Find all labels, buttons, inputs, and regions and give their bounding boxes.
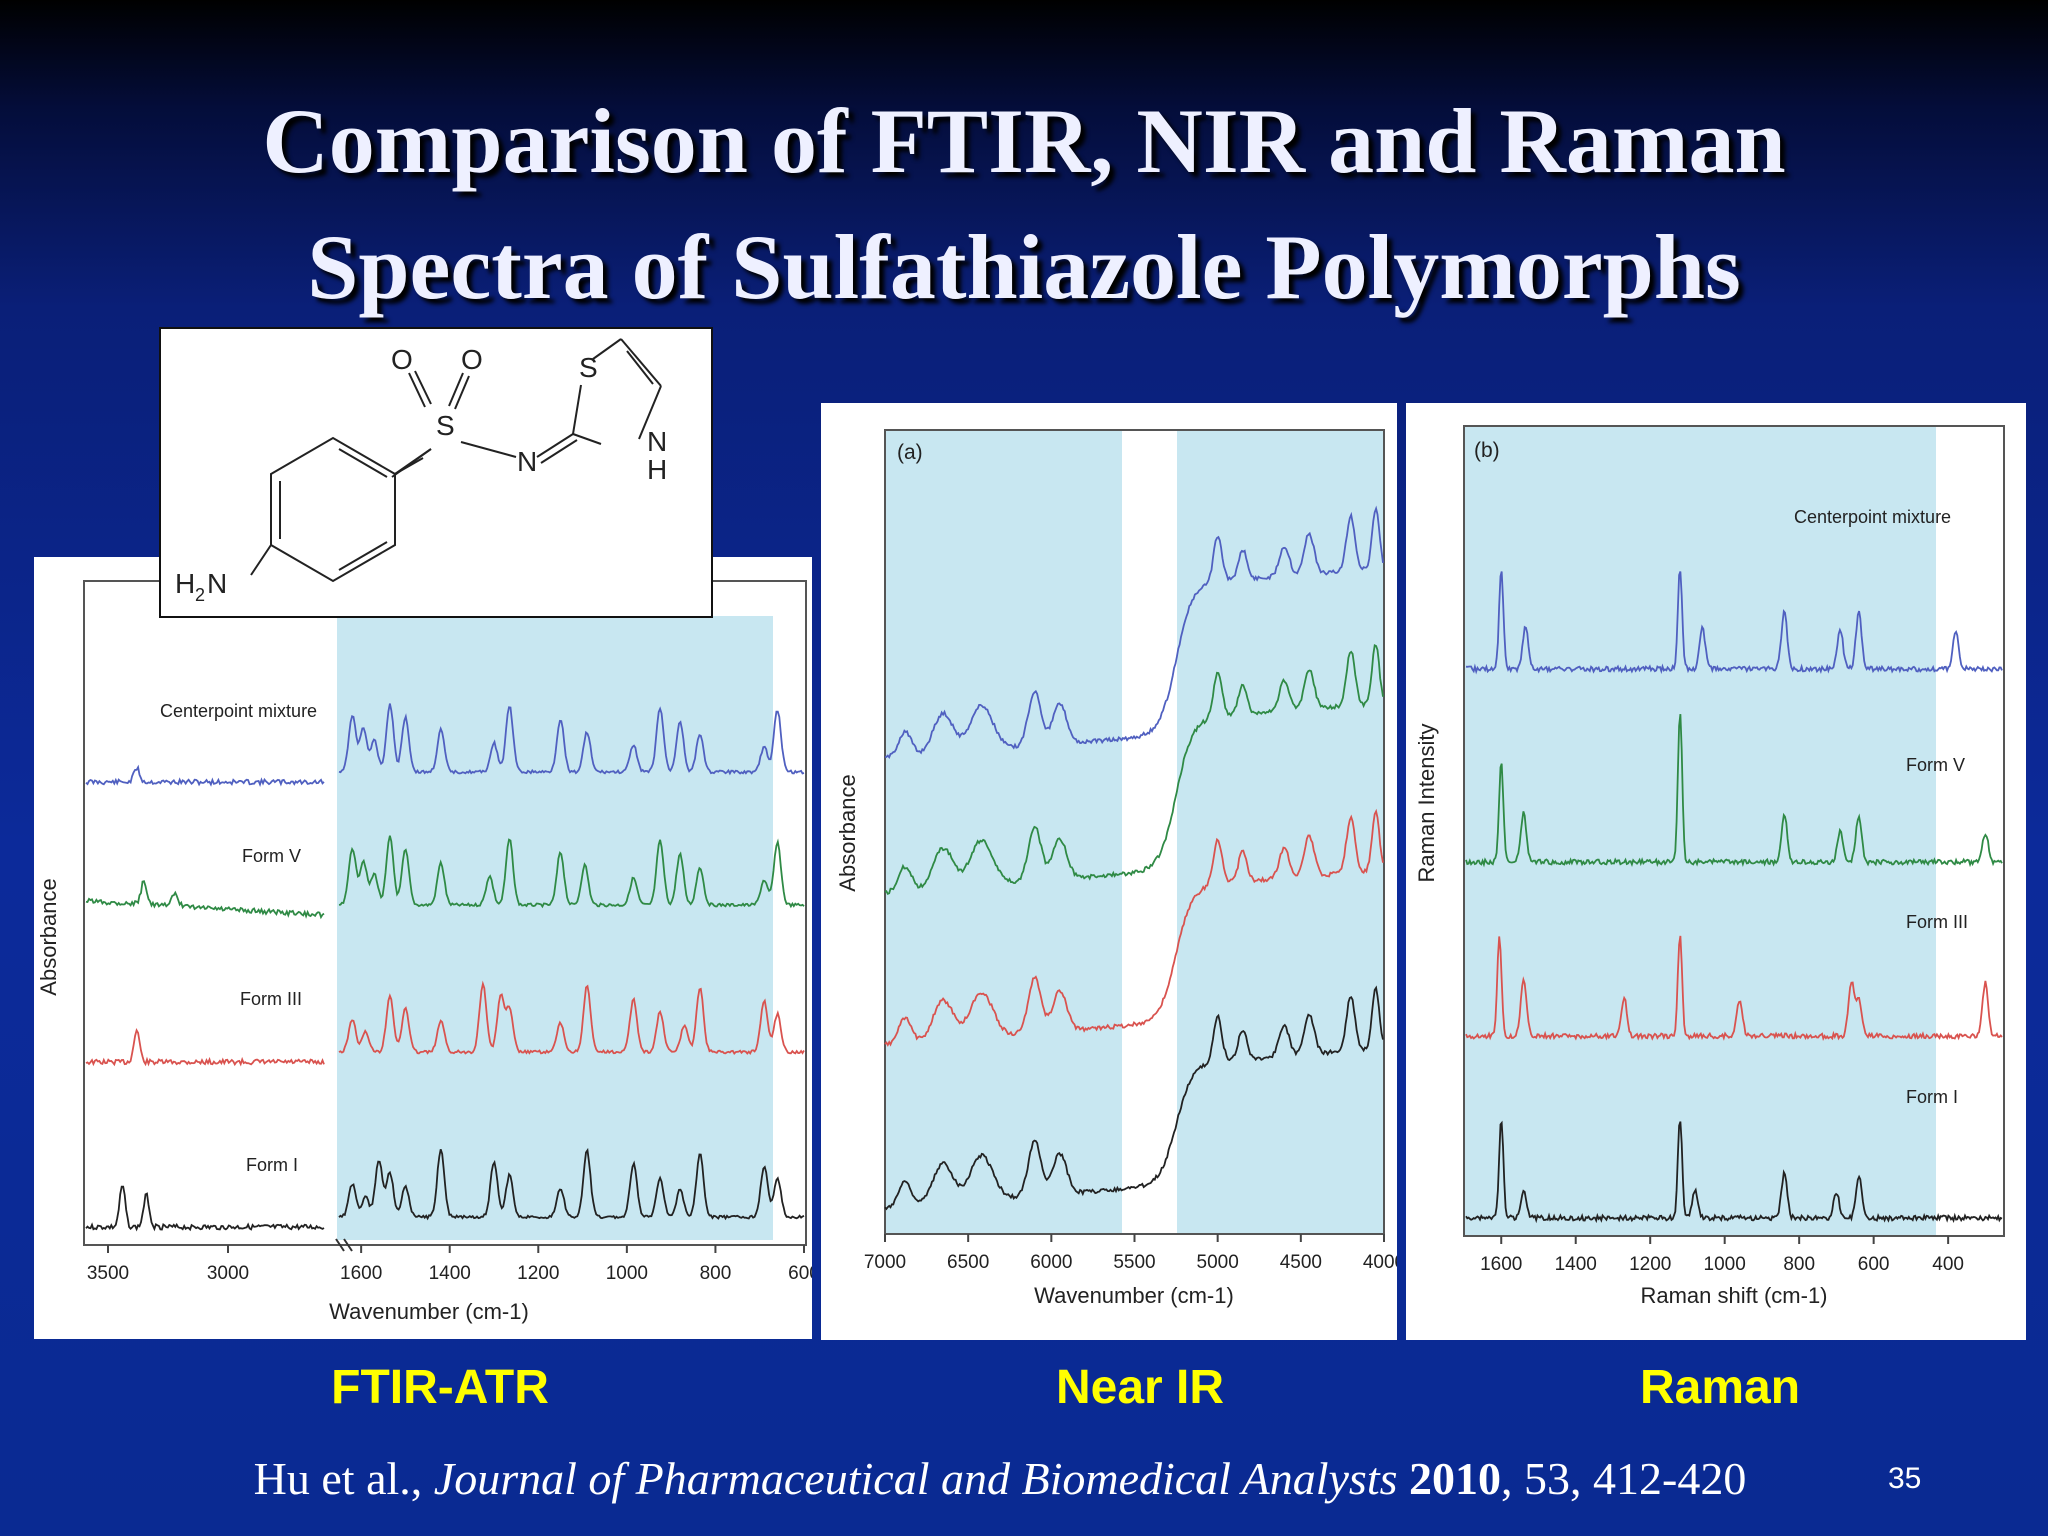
- raman-series-line-form-i: [1465, 1120, 2003, 1224]
- nir-tick-label-6500: 6500: [947, 1252, 989, 1273]
- raman-series-label-form-i: Form I: [1906, 1087, 1958, 1107]
- ftir-series-line-form-i-high: [85, 1185, 325, 1232]
- raman-tick-label-800: 800: [1783, 1254, 1815, 1275]
- atom-s-ring: S: [579, 352, 598, 383]
- citation-year: 2010: [1409, 1453, 1502, 1504]
- raman-tick-label-600: 600: [1858, 1254, 1890, 1275]
- nir-tick-label-4500: 4500: [1280, 1252, 1322, 1273]
- atom-h-amine: H: [175, 568, 195, 599]
- ftir-xlabel: Wavenumber (cm-1): [329, 1299, 529, 1324]
- raman-plot-frame: [1463, 425, 2005, 1237]
- citation-authors: Hu et al.,: [253, 1453, 423, 1504]
- raman-series-line-form-v: [1465, 714, 2003, 868]
- ftir-series-label-form-i: Form I: [246, 1155, 298, 1175]
- ftir-tick-label-800: 800: [700, 1263, 732, 1284]
- ftir-tick-label-1200: 1200: [517, 1263, 559, 1284]
- nir-highlight-region-1: [885, 430, 1122, 1234]
- nir-series-line-form-i: [884, 985, 1384, 1211]
- structure-drawing: O O S N S N H H 2 N: [175, 338, 667, 605]
- slide-title-line1: Comparison of FTIR, NIR and Raman: [262, 90, 1786, 192]
- atom-n-ring: N: [647, 426, 667, 457]
- ftir-series-line-form-v-high: [85, 880, 325, 920]
- nir-tick-label-4000: 4000: [1363, 1252, 1397, 1273]
- nir-tick-label-6000: 6000: [1030, 1252, 1072, 1273]
- ftir-chart-panel: 3500 3000 1600 1400 1200 1000 800 600 Absorbanc…: [34, 557, 812, 1339]
- raman-panel-label: (b): [1474, 439, 1500, 462]
- ftir-series-line-centerpoint-mixture-low: [338, 703, 805, 776]
- raman-series-label-form-v: Form V: [1906, 755, 1965, 775]
- ftir-highlight-region: [337, 616, 773, 1240]
- ftir-axis-break: [335, 1238, 353, 1252]
- raman-label: Raman: [1639, 1361, 1801, 1414]
- raman-tick-label-1600: 1600: [1480, 1254, 1522, 1275]
- ftir-series-line-form-i-low: [338, 1147, 805, 1221]
- ftir-tick-label-1000: 1000: [606, 1263, 648, 1284]
- ftir-tick-label-3000: 3000: [207, 1263, 249, 1284]
- atom-o-left: O: [391, 344, 413, 375]
- ftir-ylabel: Absorbance: [36, 878, 61, 995]
- nir-highlight-region-2: [1177, 430, 1384, 1234]
- atom-amine-subscript: 2: [195, 585, 205, 605]
- page-number: 35: [1888, 1462, 1922, 1495]
- nir-chart-panel: 7000 6500 6000 5500 5000 4500 4000 (a) Absorba…: [821, 403, 1397, 1340]
- ftir-tick-label-1600: 1600: [340, 1263, 382, 1284]
- raman-series-label-form-iii: Form III: [1906, 912, 1968, 932]
- ftir-tick-label-1400: 1400: [429, 1263, 471, 1284]
- ftir-series-line-form-iii-low: [338, 980, 805, 1056]
- nir-chart: 7000 6500 6000 5500 5000 4500 4000 (a) Absorba…: [835, 429, 1397, 1308]
- raman-tick-label-1200: 1200: [1629, 1254, 1671, 1275]
- ftir-atr-label: FTIR-ATR: [331, 1361, 549, 1414]
- sulfathiazole-structure: O O S N S N H H 2 N: [159, 327, 713, 618]
- ftir-series-label-form-v: Form V: [242, 846, 301, 866]
- citation-volume-pages: , 53, 412-420: [1501, 1453, 1747, 1504]
- nir-xlabel: Wavenumber (cm-1): [1034, 1283, 1234, 1308]
- ftir-series-line-form-iii-high: [85, 1027, 325, 1067]
- citation: Hu et al., Journal of Pharmaceutical and…: [240, 1452, 1760, 1505]
- ftir-tick-label-3500: 3500: [87, 1263, 129, 1284]
- near-ir-label: Near IR: [1055, 1361, 1225, 1414]
- ftir-series-line-centerpoint-mixture-high: [85, 764, 325, 788]
- atom-o-right: O: [461, 344, 483, 375]
- raman-highlight-region: [1464, 426, 1936, 1236]
- raman-series-label-centerpoint: Centerpoint mixture: [1794, 507, 1951, 527]
- nir-panel-label: (a): [897, 441, 923, 464]
- raman-series-line-centerpoint-mixture: [1465, 571, 2003, 675]
- nir-tick-label-5500: 5500: [1113, 1252, 1155, 1273]
- ftir-series-label-form-iii: Form III: [240, 989, 302, 1009]
- raman-tick-label-400: 400: [1932, 1254, 1964, 1275]
- slide-title-line2: Spectra of Sulfathiazole Polymorphs: [307, 216, 1741, 318]
- ftir-tick-label-600: 600: [788, 1263, 812, 1284]
- ftir-chart: 3500 3000 1600 1400 1200 1000 800 600 Absorbanc…: [36, 580, 812, 1324]
- nir-series-line-form-v: [884, 643, 1384, 895]
- raman-chart-panel: 1600 1400 1200 1000 800 600 400 (b) Raman Inte…: [1406, 403, 2026, 1340]
- atom-n-imine: N: [517, 446, 537, 477]
- ftir-series-label-centerpoint: Centerpoint mixture: [160, 701, 317, 721]
- nir-ylabel: Absorbance: [835, 774, 860, 891]
- raman-series-line-form-iii: [1465, 935, 2003, 1042]
- structure-bonds: [250, 338, 662, 583]
- slide-title: Comparison of FTIR, NIR and Raman Spectr…: [0, 78, 2048, 330]
- nir-series-line-centerpoint-mixture: [884, 505, 1384, 760]
- atom-h-ring: H: [647, 454, 667, 485]
- raman-tick-label-1000: 1000: [1704, 1254, 1746, 1275]
- nir-tick-label-7000: 7000: [864, 1252, 906, 1273]
- raman-xlabel: Raman shift (cm-1): [1640, 1283, 1827, 1308]
- raman-ylabel: Raman Intensity: [1414, 724, 1439, 883]
- ftir-series-line-form-v-low: [338, 835, 805, 909]
- raman-tick-label-1400: 1400: [1555, 1254, 1597, 1275]
- atom-n-amine: N: [207, 568, 227, 599]
- raman-chart: 1600 1400 1200 1000 800 600 400 (b) Raman Inte…: [1414, 425, 2005, 1308]
- nir-tick-label-5000: 5000: [1197, 1252, 1239, 1273]
- atom-s-sulfonyl: S: [436, 410, 455, 441]
- citation-journal: Journal of Pharmaceutical and Biomedical…: [433, 1453, 1398, 1504]
- nir-series-line-form-iii: [884, 808, 1384, 1047]
